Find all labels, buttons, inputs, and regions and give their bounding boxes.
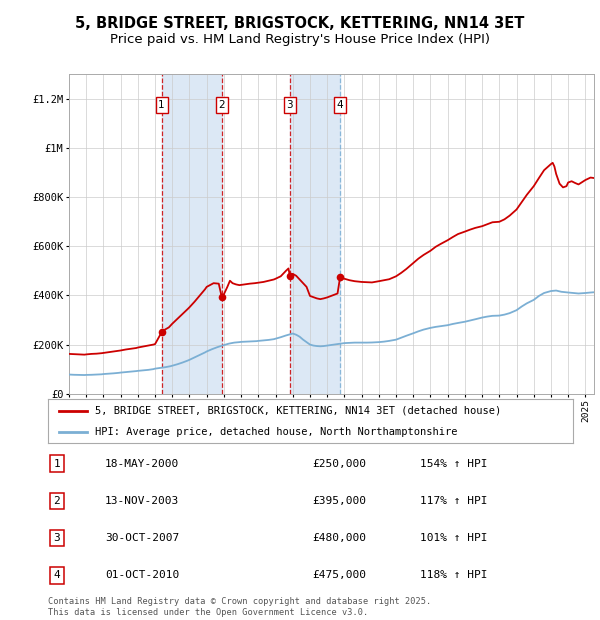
Text: 4: 4	[53, 570, 61, 580]
Text: £475,000: £475,000	[312, 570, 366, 580]
Bar	[290, 74, 340, 394]
Text: 18-MAY-2000: 18-MAY-2000	[105, 459, 179, 469]
Text: 3: 3	[53, 533, 61, 543]
Text: 01-OCT-2010: 01-OCT-2010	[105, 570, 179, 580]
Text: 4: 4	[337, 100, 343, 110]
Text: 5, BRIDGE STREET, BRIGSTOCK, KETTERING, NN14 3ET (detached house): 5, BRIDGE STREET, BRIGSTOCK, KETTERING, …	[95, 405, 502, 416]
Text: 1: 1	[158, 100, 165, 110]
Text: 118% ↑ HPI: 118% ↑ HPI	[420, 570, 487, 580]
Text: 2: 2	[53, 496, 61, 506]
Text: 1: 1	[53, 459, 61, 469]
Text: 3: 3	[287, 100, 293, 110]
Text: Contains HM Land Registry data © Crown copyright and database right 2025.
This d: Contains HM Land Registry data © Crown c…	[48, 598, 431, 617]
Text: 5, BRIDGE STREET, BRIGSTOCK, KETTERING, NN14 3ET: 5, BRIDGE STREET, BRIGSTOCK, KETTERING, …	[76, 16, 524, 31]
Bar	[161, 74, 221, 394]
Text: £480,000: £480,000	[312, 533, 366, 543]
Text: £395,000: £395,000	[312, 496, 366, 506]
Text: £250,000: £250,000	[312, 459, 366, 469]
Text: HPI: Average price, detached house, North Northamptonshire: HPI: Average price, detached house, Nort…	[95, 427, 458, 437]
Text: 154% ↑ HPI: 154% ↑ HPI	[420, 459, 487, 469]
Text: 30-OCT-2007: 30-OCT-2007	[105, 533, 179, 543]
Text: 2: 2	[218, 100, 225, 110]
Text: Price paid vs. HM Land Registry's House Price Index (HPI): Price paid vs. HM Land Registry's House …	[110, 33, 490, 45]
Text: 13-NOV-2003: 13-NOV-2003	[105, 496, 179, 506]
Text: 117% ↑ HPI: 117% ↑ HPI	[420, 496, 487, 506]
Text: 101% ↑ HPI: 101% ↑ HPI	[420, 533, 487, 543]
